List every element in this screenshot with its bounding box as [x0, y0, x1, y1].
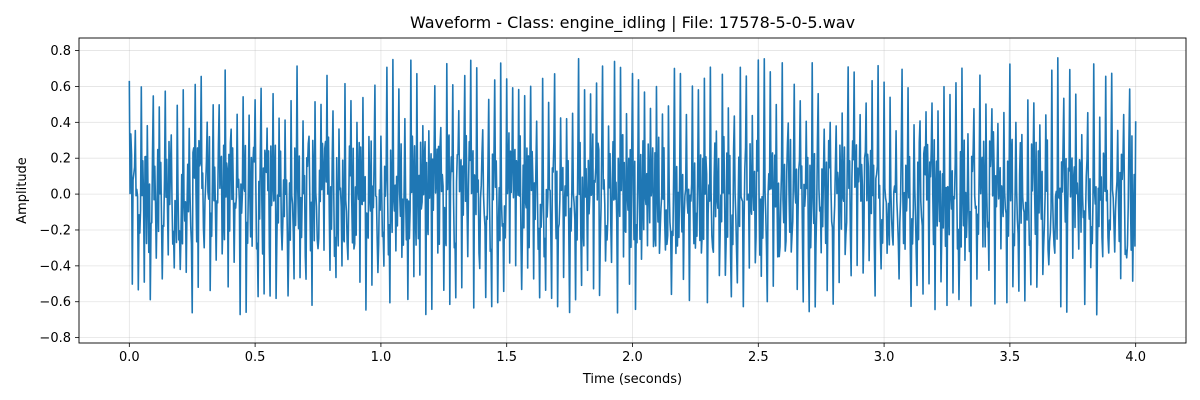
y-tick-label: 0.6 [50, 80, 71, 95]
x-tick-label: 2.0 [622, 350, 643, 365]
x-tick-label: 3.5 [1000, 350, 1021, 365]
x-tick-label: 1.5 [496, 350, 517, 365]
y-tick-label: 0.8 [50, 44, 71, 59]
y-tick-label: −0.4 [39, 259, 71, 274]
plot-area [128, 57, 1137, 316]
x-tick-label: 4.0 [1125, 350, 1146, 365]
y-tick-label: −0.8 [39, 331, 71, 346]
y-tick-label: 0.2 [50, 152, 71, 167]
x-tick-label: 2.5 [748, 350, 769, 365]
y-tick-label: 0.0 [50, 188, 71, 203]
x-axis-title: Time (seconds) [582, 372, 682, 387]
y-axis-title: Amplitude [15, 157, 30, 224]
x-tick-label: 3.0 [874, 350, 895, 365]
x-tick-label: 0.0 [119, 350, 140, 365]
waveform-line [128, 57, 1137, 316]
y-tick-label: −0.2 [39, 223, 71, 238]
y-tick-label: 0.4 [50, 116, 71, 131]
chart-title: Waveform - Class: engine_idling | File: … [410, 13, 855, 33]
x-tick-label: 0.5 [245, 350, 266, 365]
x-tick-label: 1.0 [371, 350, 392, 365]
ticks-layer: 0.0 0.5 1.0 1.5 2.0 2.5 3.0 3.5 4.0 −0.8 −0.6 −0.4 −… [39, 44, 1146, 365]
y-tick-label: −0.6 [39, 295, 71, 310]
